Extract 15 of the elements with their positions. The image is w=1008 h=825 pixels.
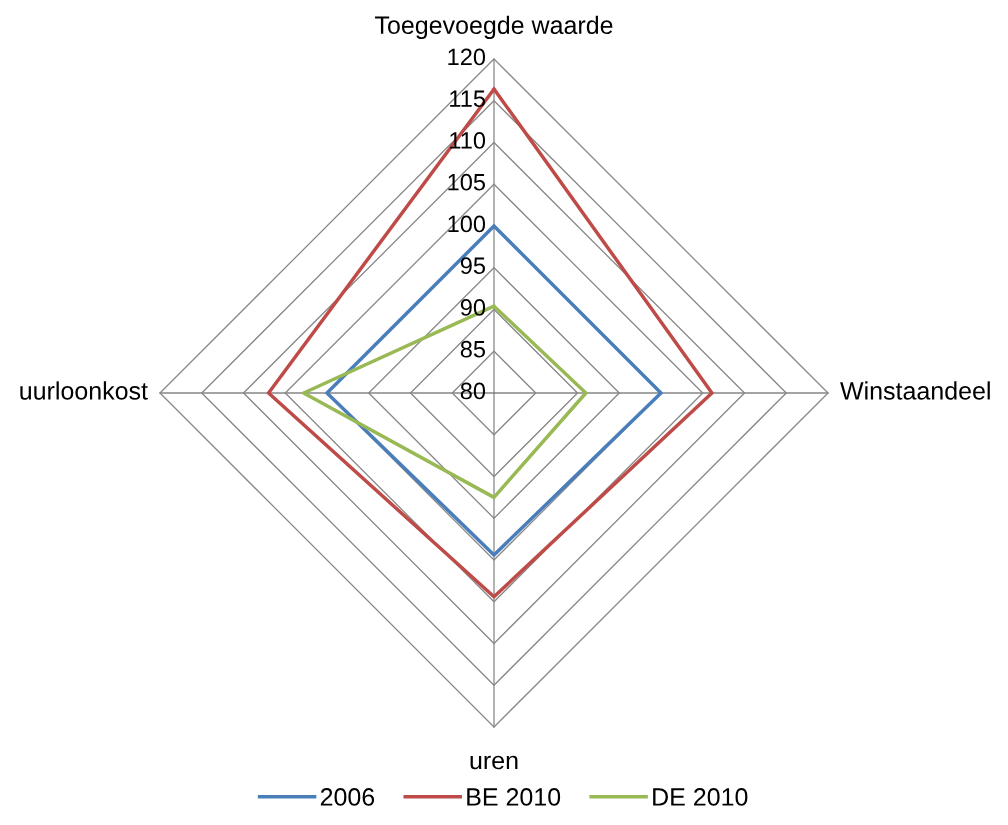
y-tick-label: 80	[460, 382, 486, 400]
legend-label: BE 2010	[467, 788, 561, 806]
y-tick-label: 120	[448, 48, 486, 66]
legend-label: 2006	[320, 788, 375, 806]
spoke-label: uurloonkost	[20, 381, 148, 400]
y-tick-label: 115	[450, 90, 486, 108]
spoke-label: Winstaandeel	[840, 381, 990, 400]
spoke-label: Toegevoegde waarde	[375, 15, 613, 39]
y-tick-label: 85	[460, 340, 486, 358]
legend-label: DE 2010	[653, 788, 748, 806]
y-tick-label: 105	[448, 173, 486, 191]
y-tick-label: 90	[460, 299, 486, 316]
spoke-label: uren	[470, 755, 518, 770]
y-tick-label: 100	[448, 215, 486, 233]
y-tick-label: 95	[460, 257, 486, 275]
